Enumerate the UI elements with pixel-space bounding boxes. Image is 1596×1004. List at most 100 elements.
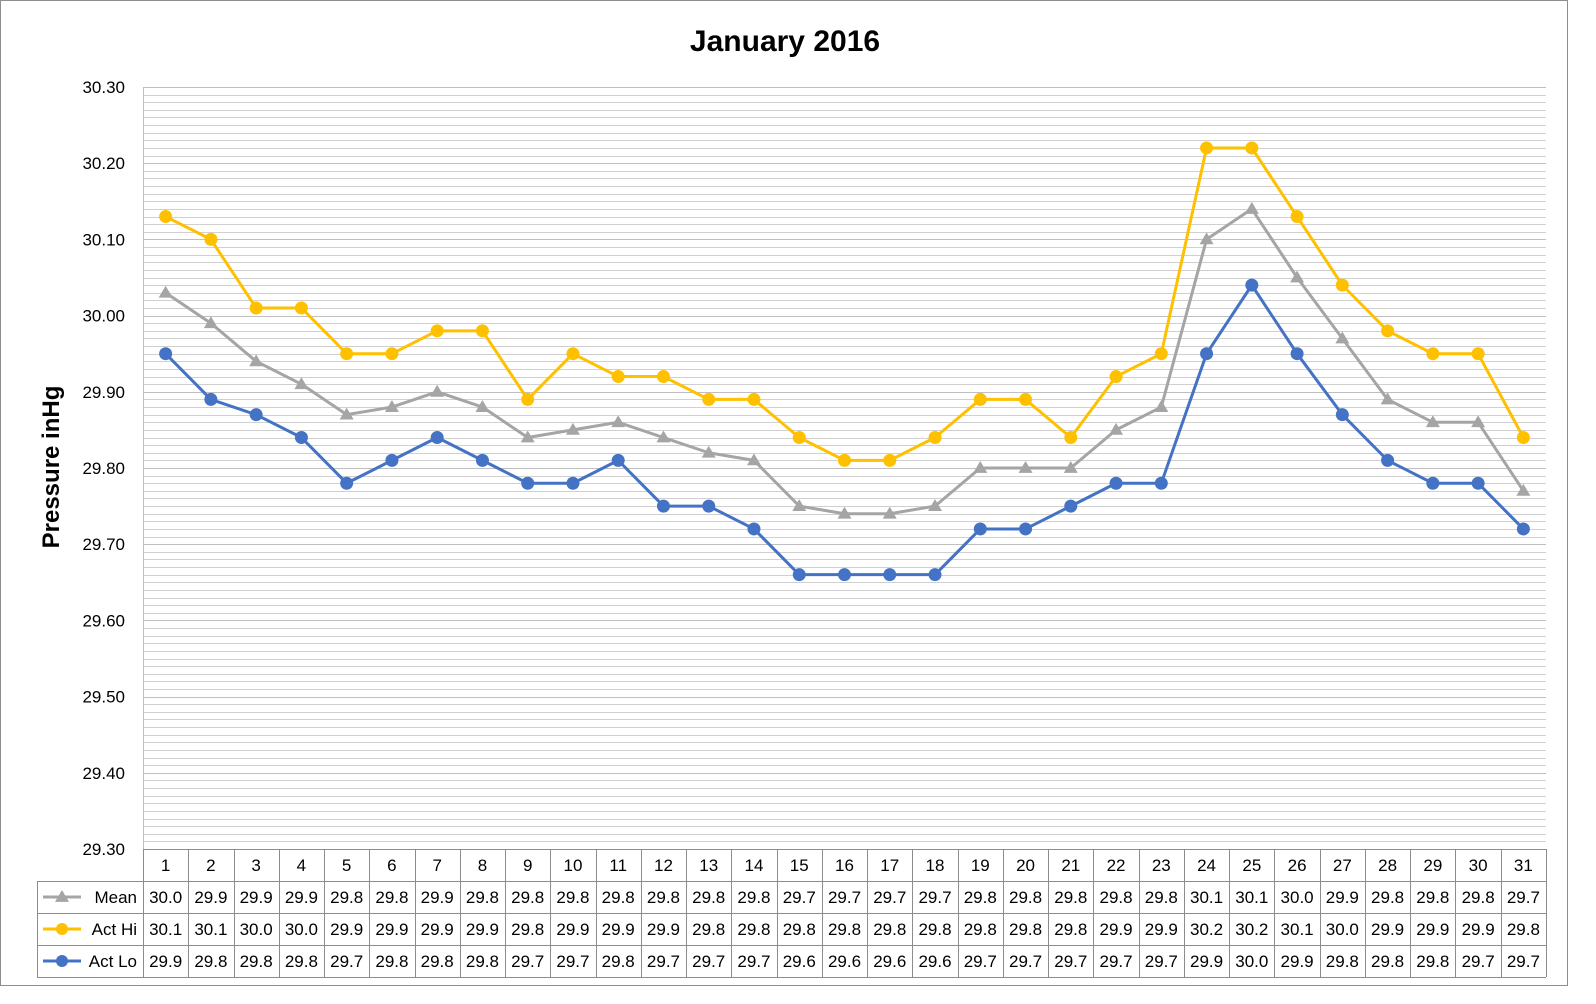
table-cell: 29.8 — [556, 888, 589, 907]
data-point-marker — [1516, 522, 1530, 536]
x-tick-label: 9 — [523, 856, 532, 875]
series-act-hi — [159, 141, 1530, 467]
x-tick-label: 3 — [251, 856, 260, 875]
table-cell: 29.8 — [194, 952, 227, 971]
table-cell: 29.8 — [240, 952, 273, 971]
table-cell: 29.7 — [1507, 952, 1540, 971]
series-lines — [158, 141, 1531, 582]
data-point-marker — [294, 301, 308, 315]
line-chart: January 2016 Pressure inHg 29.3029.4029.… — [37, 25, 1547, 978]
table-cell: 29.6 — [918, 952, 951, 971]
x-tick-label: 17 — [880, 856, 899, 875]
table-cell: 29.8 — [421, 952, 454, 971]
table-cell: 29.8 — [602, 952, 635, 971]
data-point-marker — [385, 347, 399, 361]
data-point-marker — [701, 445, 716, 458]
y-tick-label: 30.00 — [82, 307, 125, 326]
x-tick-label: 10 — [563, 856, 582, 875]
data-point-marker — [747, 392, 761, 406]
data-point-marker — [1471, 347, 1485, 361]
table-cell: 29.8 — [1416, 888, 1449, 907]
data-point-marker — [475, 324, 489, 338]
table-cell: 30.1 — [149, 920, 182, 939]
table-cell: 29.8 — [647, 888, 680, 907]
data-point-marker — [746, 453, 761, 466]
data-point-marker — [702, 499, 716, 513]
table-cell: 29.9 — [1326, 888, 1359, 907]
data-point-marker — [1425, 415, 1440, 428]
table-cell: 29.9 — [1281, 952, 1314, 971]
table-cell: 29.8 — [330, 888, 363, 907]
data-point-marker — [702, 392, 716, 406]
table-cell: 29.9 — [240, 888, 273, 907]
data-point-marker — [1245, 141, 1259, 155]
y-tick-label: 29.90 — [82, 383, 125, 402]
table-cell: 29.9 — [421, 888, 454, 907]
data-point-marker — [1154, 476, 1168, 490]
x-tick-label: 30 — [1469, 856, 1488, 875]
y-axis-ticks: 29.30 29.40 29.50 29.60 29.70 29.80 29.90 30.00… — [82, 78, 125, 859]
table-cell: 29.9 — [375, 920, 408, 939]
table-cell: 29.7 — [873, 888, 906, 907]
data-point-marker — [1199, 232, 1214, 245]
table-cell: 29.8 — [1054, 920, 1087, 939]
data-point-marker — [475, 453, 489, 467]
series-act-lo — [159, 278, 1530, 582]
table-cell: 30.1 — [194, 920, 227, 939]
table-cell: 29.8 — [692, 920, 725, 939]
table-cell: 29.9 — [1416, 920, 1449, 939]
table-cell: 30.0 — [1235, 952, 1268, 971]
y-tick-label: 30.30 — [82, 78, 125, 97]
data-point-marker — [1426, 476, 1440, 490]
table-cell: 29.9 — [556, 920, 589, 939]
table-cell: 29.8 — [737, 920, 770, 939]
table-cell: 29.8 — [828, 920, 861, 939]
table-cell: 29.9 — [1145, 920, 1178, 939]
data-point-marker — [566, 476, 580, 490]
y-tick-label: 30.10 — [82, 230, 125, 249]
table-cell: 29.6 — [828, 952, 861, 971]
data-point-marker — [430, 384, 445, 397]
data-point-marker — [1154, 400, 1169, 412]
legend-label: Act Hi — [92, 920, 137, 939]
data-point-marker — [159, 347, 173, 361]
chart-title: January 2016 — [690, 25, 880, 58]
data-point-marker — [1064, 431, 1078, 445]
table-cell: 30.0 — [285, 920, 318, 939]
table-cell: 29.8 — [1100, 888, 1133, 907]
x-tick-label: 23 — [1152, 856, 1171, 875]
data-point-marker — [611, 453, 625, 467]
legend-marker — [56, 923, 68, 935]
table-cell: 29.7 — [511, 952, 544, 971]
data-point-marker — [565, 422, 580, 435]
data-point-marker — [204, 392, 218, 406]
data-point-marker — [1109, 476, 1123, 490]
legend-label: Act Lo — [89, 952, 137, 971]
data-point-marker — [1064, 499, 1078, 513]
x-tick-label: 13 — [699, 856, 718, 875]
table-cell: 29.7 — [556, 952, 589, 971]
data-point-marker — [1200, 141, 1214, 155]
table-cell: 29.9 — [194, 888, 227, 907]
table-cell: 29.8 — [1009, 888, 1042, 907]
x-tick-label: 12 — [654, 856, 673, 875]
data-point-marker — [928, 568, 942, 582]
data-point-marker — [1381, 453, 1395, 467]
data-point-marker — [1516, 431, 1530, 445]
data-point-marker — [340, 347, 354, 361]
x-tick-label: 18 — [926, 856, 945, 875]
data-point-marker — [294, 377, 309, 390]
data-point-marker — [249, 408, 263, 422]
table-cell: 29.9 — [421, 920, 454, 939]
data-point-marker — [1018, 461, 1033, 473]
table-cell: 29.8 — [466, 888, 499, 907]
data-point-marker — [1426, 347, 1440, 361]
gridlines — [143, 87, 1546, 850]
x-tick-label: 29 — [1423, 856, 1442, 875]
legend-key-act-lo: Act Lo — [43, 952, 137, 971]
table-cell: 30.0 — [149, 888, 182, 907]
y-tick-label: 29.30 — [82, 840, 125, 859]
table-cell: 29.7 — [647, 952, 680, 971]
x-tick-label: 1 — [161, 856, 170, 875]
data-point-marker — [1290, 270, 1305, 283]
